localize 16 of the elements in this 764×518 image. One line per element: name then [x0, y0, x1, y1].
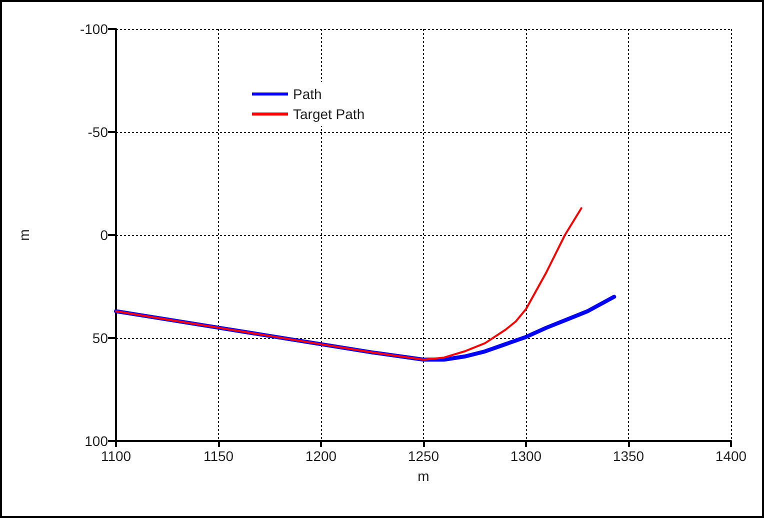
x-tick-label: 1300	[510, 448, 542, 464]
x-tick-label: 1400	[715, 448, 747, 464]
x-tick-label: 1100	[100, 448, 132, 464]
y-tick-label: -50	[88, 124, 108, 140]
x-tick-label: 1350	[612, 448, 644, 464]
y-tick-label: -100	[80, 21, 108, 37]
y-axis-title: m	[16, 229, 32, 241]
legend-label: Path	[293, 86, 322, 102]
y-tick-label: 50	[92, 330, 108, 346]
y-tick-label: 0	[100, 227, 108, 243]
x-axis-title: m	[418, 468, 430, 484]
legend-label: Target Path	[293, 106, 365, 122]
x-tick-label: 1250	[408, 448, 440, 464]
x-tick-label: 1150	[203, 448, 234, 464]
x-tick-label: 1200	[305, 448, 337, 464]
y-tick-label: 100	[84, 433, 108, 449]
